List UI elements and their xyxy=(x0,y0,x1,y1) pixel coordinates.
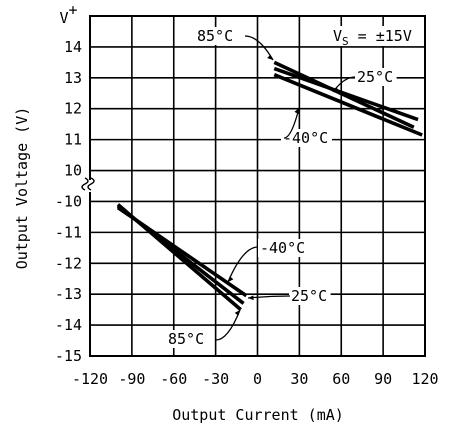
x-tick-label: 0 xyxy=(253,370,262,388)
y-tick-label: -13 xyxy=(55,285,82,303)
x-tick-label: -30 xyxy=(202,370,229,388)
y-tick-label: -12 xyxy=(55,254,82,272)
label-85c-lower: 85°C xyxy=(168,330,204,348)
label-85c-upper-bg xyxy=(195,27,237,45)
label-85c-upper: 85°C xyxy=(197,27,233,45)
label-85c-lower-arrowhead xyxy=(234,310,240,316)
series-line-40c xyxy=(116,206,248,298)
axis-break-mark xyxy=(87,177,95,191)
axis-break-gap xyxy=(87,180,93,192)
label-40c-lower-leader xyxy=(227,246,259,283)
y-tick-label: 13 xyxy=(64,69,82,87)
y-tick-label: -15 xyxy=(55,347,82,365)
x-tick-label: -120 xyxy=(72,370,108,388)
label-25c-lower-arrowhead xyxy=(248,295,254,301)
x-tick-label: 60 xyxy=(332,370,350,388)
x-tick-label: 120 xyxy=(411,370,438,388)
y-tick-label: 12 xyxy=(64,100,82,118)
x-tick-label: 30 xyxy=(290,370,308,388)
label-25c-upper-arrowhead xyxy=(333,86,339,92)
label-25c-lower: 25°C xyxy=(291,287,327,305)
grid xyxy=(81,15,426,357)
label-25c-upper: 25°C xyxy=(357,68,393,86)
y-axis-label: Output Voltage (V) xyxy=(13,107,31,270)
y-tick-label: -10 xyxy=(55,192,82,210)
condition-label-bg xyxy=(330,26,422,46)
y-tick-label: 11 xyxy=(64,131,82,149)
label-25c-lower-bg xyxy=(289,287,331,305)
y-tick-label: 14 xyxy=(64,38,82,56)
x-tick-label: -90 xyxy=(118,370,145,388)
label-85c-upper-leader xyxy=(244,35,274,61)
annotations: 85°C 25°C -40°C -40°C 25°C 85°C VS = ±15V xyxy=(166,26,422,348)
axis-break-mark xyxy=(81,177,89,191)
y-tick-label-vplus-sup: + xyxy=(68,1,77,19)
label-25c-lower-leader xyxy=(247,295,291,299)
label-40c-lower: -40°C xyxy=(260,239,305,257)
x-tick-label: 90 xyxy=(374,370,392,388)
label-25c-upper-bg xyxy=(355,68,397,86)
label-40c-lower-bg xyxy=(258,239,309,257)
tick-labels: -120 -90 -60 -30 0 30 60 90 120 V +14 13 12 11 10 -10 -1… xyxy=(55,1,439,388)
y-tick-label-vplus: V xyxy=(59,9,68,27)
y-tick-label: 10 xyxy=(64,162,82,180)
label-40c-upper: -40°C xyxy=(283,129,328,147)
series-lines xyxy=(116,60,423,312)
condition-label: VS = ±15V xyxy=(333,27,412,48)
x-axis-label: Output Current (mA) xyxy=(172,406,344,424)
y-tick-label: -14 xyxy=(55,316,82,334)
label-40c-lower-arrowhead xyxy=(228,276,234,282)
label-85c-lower-bg xyxy=(166,330,208,348)
series-line-40c xyxy=(273,73,423,137)
label-40c-upper-bg xyxy=(281,129,332,147)
label-40c-upper-arrowhead xyxy=(294,108,299,114)
series-line-25c xyxy=(273,66,419,122)
label-85c-upper-arrowhead xyxy=(267,54,273,60)
x-tick-label: -60 xyxy=(160,370,187,388)
y-tick-label: -11 xyxy=(55,223,82,241)
